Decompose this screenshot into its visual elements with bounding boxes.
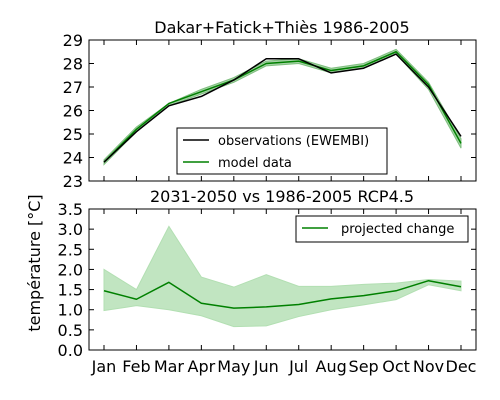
bottom-ytick-label: 0.0 — [58, 341, 83, 360]
top-x-ticks — [103, 40, 462, 181]
top-series-line-0 — [103, 53, 462, 163]
y-axis-label: température [°C] — [25, 194, 44, 331]
xtick-label-Sep: Sep — [349, 357, 379, 376]
xtick-label-Aug: Aug — [316, 357, 347, 376]
top-ytick-label: 24 — [63, 149, 83, 168]
xtick-label-Dec: Dec — [446, 357, 477, 376]
xtick-label-Jul: Jul — [288, 357, 308, 376]
bottom-ytick-label: 2.0 — [58, 260, 83, 279]
xtick-label-Apr: Apr — [188, 357, 216, 376]
bottom-ytick-label: 1.5 — [58, 281, 83, 300]
bottom-panel: 2031-2050 vs 1986-2005 RCP4.5 0.00.51.01… — [58, 187, 477, 376]
xtick-label-Mar: Mar — [154, 357, 185, 376]
bottom-x-ticks: Jan Feb Mar Apr May Jun Jul Aug Sep Oct Nov Dec — [91, 209, 477, 376]
top-ytick-label: 26 — [63, 102, 83, 121]
bottom-axes-frame — [88, 208, 477, 351]
bottom-ytick-label: 2.5 — [58, 240, 83, 259]
top-ytick-label: 28 — [63, 55, 83, 74]
legend-model-label: model data — [218, 156, 292, 171]
bottom-y-ticks: 0.00.51.01.5 2.02.53.03.5 — [58, 200, 476, 360]
top-band-area — [103, 48, 462, 166]
bottom-band-area — [103, 225, 462, 328]
bottom-ytick-label: 1.0 — [58, 301, 83, 320]
xtick-label-Feb: Feb — [122, 357, 150, 376]
top-series-lines — [103, 51, 462, 163]
top-model-band — [103, 48, 462, 166]
top-series-line-1 — [103, 51, 462, 163]
bottom-legend: projected change — [295, 215, 469, 243]
xtick-label-Jun: Jun — [253, 357, 279, 376]
bottom-title: 2031-2050 vs 1986-2005 RCP4.5 — [150, 187, 414, 206]
top-title: Dakar+Fatick+Thiès 1986-2005 — [154, 18, 409, 37]
xtick-label-Oct: Oct — [382, 357, 410, 376]
bottom-series-lines — [103, 279, 462, 309]
top-ytick-label: 29 — [63, 31, 83, 50]
top-legend-box — [176, 127, 388, 175]
bottom-legend-box — [295, 215, 469, 243]
top-legend: observations (EWEMBI) model data — [176, 127, 388, 175]
xtick-label-Nov: Nov — [413, 357, 444, 376]
top-ytick-label: 25 — [63, 125, 83, 144]
top-ytick-label: 27 — [63, 78, 83, 97]
bottom-ytick-label: 3.5 — [58, 200, 83, 219]
top-y-ticks: 23 24 25 26 27 28 29 — [63, 31, 476, 191]
xtick-label-Jan: Jan — [91, 357, 117, 376]
bottom-change-band — [103, 225, 462, 328]
legend-projected-label: projected change — [341, 222, 454, 237]
bottom-series-line-0 — [103, 279, 462, 309]
bottom-ytick-label: 3.0 — [58, 220, 83, 239]
bottom-ytick-label: 0.5 — [58, 321, 83, 340]
top-ytick-label: 23 — [63, 172, 83, 191]
xtick-label-May: May — [217, 357, 250, 376]
top-panel: Dakar+Fatick+Thiès 1986-2005 23242526272… — [63, 18, 477, 191]
legend-observations-label: observations (EWEMBI) — [218, 134, 369, 149]
